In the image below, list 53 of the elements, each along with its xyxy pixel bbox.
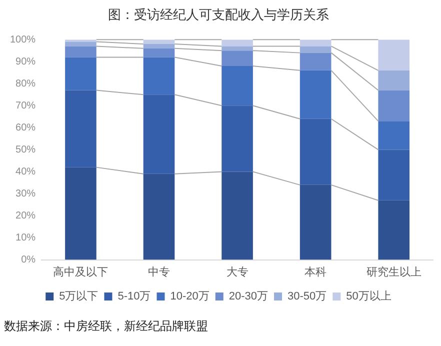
legend-label: 20-30万 (228, 290, 268, 303)
y-tick-label: 40% (16, 166, 36, 178)
x-tick-label: 中专 (148, 265, 170, 278)
bar (143, 174, 175, 260)
y-tick-label: 60% (16, 122, 36, 134)
bar (378, 150, 410, 200)
chart-title: 图：受访经纪人可支配收入与学历关系 (108, 7, 329, 24)
bar (143, 44, 175, 48)
bar (300, 52, 332, 70)
legend-label: 30-50万 (288, 290, 327, 303)
bar (65, 167, 96, 260)
x-tick-label: 本科 (304, 265, 327, 278)
y-tick-label: 70% (16, 100, 36, 112)
bar (300, 118, 332, 185)
y-tick-label: 100% (10, 34, 36, 46)
bar (222, 46, 253, 51)
bar (143, 40, 175, 44)
bar (222, 50, 253, 66)
bar (378, 200, 410, 260)
bar (300, 70, 332, 119)
legend-label: 10-20万 (170, 290, 210, 303)
legend-label: 5-10万 (118, 290, 151, 303)
bar (300, 40, 332, 46)
y-tick-label: 50% (16, 144, 36, 156)
x-tick-label: 大专 (226, 265, 248, 278)
bar (378, 40, 410, 70)
x-tick-label: 高中及以下 (53, 265, 108, 278)
bar (143, 48, 175, 58)
y-tick-label: 30% (16, 188, 36, 200)
bar (222, 106, 253, 172)
legend-label: 50万以上 (346, 290, 392, 303)
legend-label: 5万以下 (59, 290, 98, 303)
bar (65, 46, 96, 58)
bar (300, 184, 332, 260)
bar (65, 57, 96, 90)
bar (300, 46, 332, 53)
bar (378, 90, 410, 122)
bar (143, 57, 175, 95)
bar (65, 42, 96, 46)
y-tick-label: 10% (16, 232, 36, 244)
y-tick-label: 90% (16, 56, 36, 68)
bar (143, 94, 175, 174)
y-tick-label: 20% (16, 210, 36, 222)
source-note: 数据来源：中房经联，新经纪品牌联盟 (4, 318, 208, 335)
x-tick-label: 研究生以上 (366, 265, 422, 278)
bar (222, 40, 253, 46)
bar (222, 172, 253, 260)
bar (222, 66, 253, 106)
bar (378, 121, 410, 150)
bar (65, 90, 96, 168)
bar (378, 70, 410, 90)
y-tick-label: 0% (21, 254, 36, 266)
y-tick-label: 80% (16, 78, 36, 90)
